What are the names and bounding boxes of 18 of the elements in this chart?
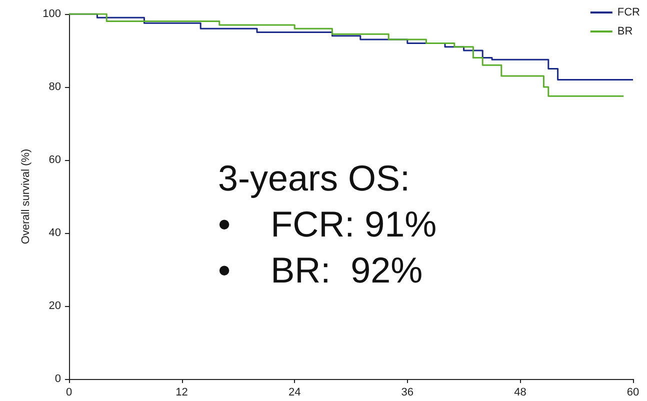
annotation: 3-years OS:	[218, 158, 410, 198]
annotation: • FCR: 91%	[218, 204, 437, 244]
y-tick-label: 0	[54, 373, 61, 385]
x-tick-label: 12	[176, 386, 188, 398]
x-tick-label: 60	[626, 386, 640, 398]
annotation: • BR: 92%	[218, 250, 423, 290]
y-axis-title: Overall survival (%)	[20, 148, 32, 244]
y-tick-label: 60	[48, 154, 61, 166]
x-tick-label: 0	[66, 386, 72, 398]
x-tick-label: 48	[514, 386, 526, 398]
y-tick-label: 100	[42, 8, 61, 20]
y-tick-label: 20	[48, 300, 61, 312]
legend-label: FCR	[617, 6, 640, 18]
x-tick-label: 24	[288, 386, 301, 398]
legend-label: BR	[617, 26, 633, 38]
y-tick-label: 80	[48, 81, 61, 93]
x-tick-label: 36	[401, 386, 414, 398]
y-tick-label: 40	[48, 227, 61, 239]
